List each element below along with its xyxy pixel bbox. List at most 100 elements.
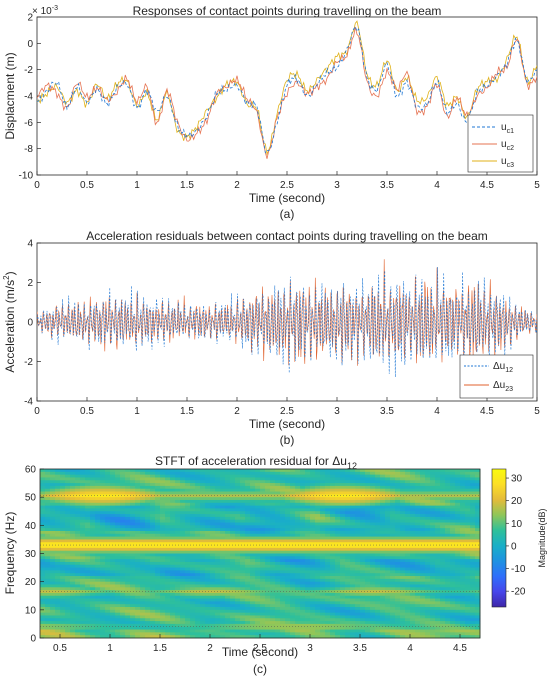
heatmap-cell — [415, 499, 421, 504]
heatmap-cell — [430, 561, 436, 566]
heatmap-cell — [410, 502, 416, 507]
heatmap-cell — [70, 547, 76, 552]
heatmap-cell — [235, 477, 241, 481]
heatmap-cell — [280, 545, 286, 549]
heatmap-cell — [125, 553, 131, 557]
heatmap-cell — [425, 488, 431, 492]
heatmap-cell — [440, 528, 446, 532]
heatmap-cell — [280, 598, 286, 602]
heatmap-cell — [390, 573, 396, 577]
heatmap-cell — [210, 499, 216, 504]
heatmap-cell — [310, 621, 316, 625]
heatmap-cell — [65, 488, 71, 492]
heatmap-cell — [130, 601, 136, 605]
heatmap-cell — [115, 609, 121, 614]
heatmap-cell — [90, 499, 96, 504]
heatmap-cell — [200, 584, 206, 588]
heatmap-cell — [470, 553, 476, 557]
heatmap-cell — [460, 511, 466, 515]
heatmap-cell — [150, 477, 156, 481]
heatmap-cell — [320, 570, 326, 574]
heatmap-cell — [200, 598, 206, 602]
heatmap-cell — [95, 556, 101, 560]
heatmap-cell — [375, 553, 381, 557]
heatmap-cell — [270, 618, 276, 622]
heatmap-cell — [465, 488, 471, 492]
heatmap-cell — [110, 514, 116, 518]
heatmap-cell — [395, 578, 401, 583]
heatmap-cell — [90, 567, 96, 571]
heatmap-cell — [190, 559, 196, 563]
heatmap-cell — [180, 561, 186, 566]
heatmap-cell — [265, 604, 271, 608]
heatmap-cell — [430, 621, 436, 625]
heatmap-cell — [355, 474, 361, 478]
heatmap-cell — [170, 499, 176, 504]
heatmap-cell — [270, 553, 276, 557]
heatmap-cell — [305, 581, 311, 585]
heatmap-cell — [250, 516, 256, 521]
heatmap-cell — [375, 483, 381, 487]
heatmap-cell — [185, 584, 191, 588]
heatmap-cell — [355, 505, 361, 509]
heatmap-cell — [450, 550, 456, 554]
heatmap-cell — [465, 553, 471, 557]
heatmap-cell — [240, 556, 246, 560]
heatmap-cell — [130, 553, 136, 557]
heatmap-cell — [340, 553, 346, 557]
heatmap-cell — [195, 615, 201, 619]
heatmap-cell — [315, 570, 321, 574]
heatmap-cell — [355, 488, 361, 492]
heatmap-cell — [440, 612, 446, 616]
heatmap-cell — [340, 595, 346, 599]
heatmap-cell — [375, 609, 381, 614]
heatmap-cell — [105, 581, 111, 585]
heatmap-cell — [135, 581, 141, 585]
heatmap-cell — [460, 519, 466, 523]
heatmap-cell — [370, 494, 376, 498]
heatmap-cell — [50, 559, 56, 563]
heatmap-cell — [390, 612, 396, 616]
heatmap-cell — [380, 536, 386, 540]
heatmap-cell — [345, 547, 351, 552]
heatmap-cell — [370, 561, 376, 566]
heatmap-cell — [240, 598, 246, 602]
heatmap-cell — [150, 514, 156, 518]
heatmap-cell — [190, 519, 196, 523]
heatmap-cell — [285, 559, 291, 563]
heatmap-cell — [50, 542, 56, 546]
heatmap-cell — [300, 528, 306, 532]
heatmap-cell — [70, 618, 76, 622]
heatmap-cell — [315, 607, 321, 611]
heatmap-cell — [195, 477, 201, 481]
heatmap-cell — [335, 607, 341, 611]
panel-b-xtick-label: 2.5 — [280, 406, 294, 417]
heatmap-cell — [325, 542, 331, 546]
heatmap-cell — [440, 584, 446, 588]
heatmap-cell — [100, 522, 106, 526]
heatmap-cell — [430, 570, 436, 574]
heatmap-cell — [275, 615, 281, 619]
heatmap-cell — [415, 511, 421, 515]
heatmap-cell — [375, 592, 381, 597]
heatmap-cell — [440, 547, 446, 552]
heatmap-cell — [220, 502, 226, 507]
heatmap-cell — [105, 522, 111, 526]
heatmap-cell — [295, 564, 301, 568]
heatmap-cell — [210, 511, 216, 515]
heatmap-cell — [165, 469, 171, 473]
heatmap-cell — [300, 590, 306, 594]
heatmap-cell — [475, 576, 481, 580]
heatmap-cell — [45, 550, 51, 554]
heatmap-cell — [115, 556, 121, 560]
heatmap-cell — [370, 497, 376, 501]
heatmap-cell — [255, 508, 261, 512]
heatmap-cell — [350, 525, 356, 529]
heatmap-cell — [110, 573, 116, 577]
heatmap-cell — [445, 522, 451, 526]
heatmap-cell — [345, 612, 351, 616]
heatmap-cell — [120, 502, 126, 507]
heatmap-cell — [80, 567, 86, 571]
heatmap-cell — [320, 604, 326, 608]
heatmap-cell — [430, 533, 436, 537]
